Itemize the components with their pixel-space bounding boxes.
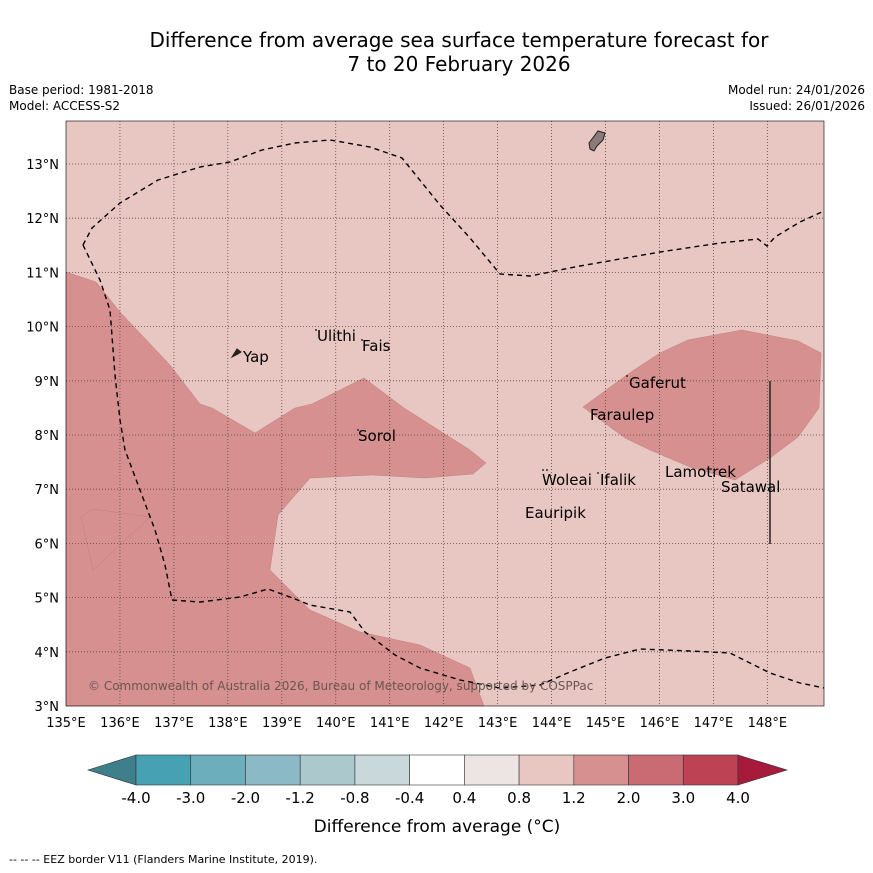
colorbar-segment bbox=[573, 754, 629, 786]
lat-tick-label: 7°N bbox=[35, 483, 60, 498]
lat-tick-label: 13°N bbox=[26, 158, 59, 173]
colorbar-tick: -0.8 bbox=[340, 789, 369, 807]
island-marker bbox=[542, 469, 544, 471]
colorbar bbox=[86, 754, 789, 786]
colorbar-segment bbox=[190, 754, 246, 786]
meta-left: Base period: 1981-2018 Model: ACCESS-S2 bbox=[9, 82, 154, 114]
lat-tick-label: 10°N bbox=[26, 321, 59, 336]
colorbar-segment bbox=[518, 754, 575, 786]
lon-tick-label: 143°E bbox=[478, 716, 518, 731]
lat-tick-label: 9°N bbox=[35, 375, 60, 390]
place-markers bbox=[315, 329, 628, 474]
lon-tick-label: 145°E bbox=[586, 716, 626, 731]
model-run: Model run: 24/01/2026 bbox=[727, 83, 865, 97]
place-labels: Ulithi Fais Yap Gaferut Faraulep Sorol Lamotre… bbox=[242, 327, 780, 522]
place-label-lamotrek: Lamotrek bbox=[665, 463, 736, 481]
colorbar-segment bbox=[245, 754, 301, 786]
colorbar-segment bbox=[682, 754, 739, 786]
sst-band-1.2-2.0-east bbox=[582, 329, 822, 481]
copyright-text: © Commonwealth of Australia 2026, Bureau… bbox=[88, 679, 593, 693]
title-line-1: Difference from average sea surface temp… bbox=[149, 28, 769, 52]
guam-island bbox=[588, 130, 606, 152]
colorbar-segment bbox=[299, 754, 356, 786]
lon-tick-label: 148°E bbox=[748, 716, 788, 731]
colorbar-tick: 2.0 bbox=[617, 789, 641, 807]
lat-tick-label: 6°N bbox=[35, 537, 60, 552]
longitude-tick-labels: 135°E 136°E 137°E 138°E 139°E 140°E 141°E 142°E… bbox=[46, 716, 787, 731]
place-label-sorol: Sorol bbox=[358, 427, 396, 445]
place-label-faraulep: Faraulep bbox=[590, 406, 654, 424]
place-label-ulithi: Ulithi bbox=[317, 327, 356, 345]
lat-tick-label: 11°N bbox=[26, 266, 59, 281]
chart-title: Difference from average sea surface temp… bbox=[0, 28, 873, 76]
colorbar-segment bbox=[354, 754, 410, 786]
eez-footnote: -- -- -- EEZ border V11 (Flanders Marine… bbox=[9, 853, 318, 866]
lon-tick-label: 142°E bbox=[424, 716, 464, 731]
island-marker bbox=[357, 429, 359, 431]
island-marker bbox=[546, 469, 548, 471]
colorbar-tick: -4.0 bbox=[121, 789, 150, 807]
colorbar-arrow-low bbox=[86, 754, 137, 786]
yap-island bbox=[230, 348, 242, 359]
latitude-tick-labels: 13°N 12°N 11°N 10°N 9°N 8°N 7°N 6°N 5°N 4°N 3°N bbox=[26, 158, 59, 715]
place-label-fais: Fais bbox=[362, 337, 391, 355]
colorbar-tick: 0.8 bbox=[507, 789, 531, 807]
colorbar-tick: -1.2 bbox=[286, 789, 315, 807]
grid-lines bbox=[66, 121, 824, 706]
colorbar-tick: 3.0 bbox=[671, 789, 695, 807]
base-period: Base period: 1981-2018 bbox=[9, 83, 154, 97]
colorbar-tick: -0.4 bbox=[395, 789, 424, 807]
lon-tick-label: 138°E bbox=[208, 716, 248, 731]
lat-tick-label: 5°N bbox=[35, 592, 60, 607]
issued-date: Issued: 26/01/2026 bbox=[749, 99, 865, 113]
colorbar-segment bbox=[628, 754, 684, 786]
place-label-ifalik: Ifalik bbox=[600, 471, 636, 489]
lon-tick-label: 140°E bbox=[316, 716, 356, 731]
lon-tick-label: 144°E bbox=[532, 716, 572, 731]
colorbar-segment bbox=[409, 754, 465, 786]
colorbar-segment bbox=[464, 754, 520, 786]
lon-tick-label: 136°E bbox=[100, 716, 140, 731]
map-frame bbox=[65, 120, 825, 707]
colorbar-tick: 1.2 bbox=[562, 789, 586, 807]
colorbar-arrow-high bbox=[737, 754, 789, 786]
colorbar-tick: -2.0 bbox=[231, 789, 260, 807]
island-marker bbox=[597, 472, 599, 474]
lon-tick-label: 146°E bbox=[640, 716, 680, 731]
eez-border bbox=[82, 139, 825, 689]
lat-tick-label: 12°N bbox=[26, 212, 59, 227]
island-marker bbox=[315, 329, 317, 331]
lon-tick-label: 137°E bbox=[154, 716, 194, 731]
colorbar-segment bbox=[135, 754, 192, 786]
lat-tick-label: 4°N bbox=[35, 646, 60, 661]
place-label-satawal: Satawal bbox=[721, 478, 780, 496]
lon-tick-label: 141°E bbox=[370, 716, 410, 731]
colorbar-tick: 4.0 bbox=[726, 789, 750, 807]
lon-tick-label: 147°E bbox=[694, 716, 734, 731]
map-area: Ulithi Fais Yap Gaferut Faraulep Sorol Lamotre… bbox=[65, 120, 825, 707]
model-name: Model: ACCESS-S2 bbox=[9, 99, 121, 113]
lon-tick-label: 139°E bbox=[262, 716, 302, 731]
colorbar-tick: -3.0 bbox=[176, 789, 205, 807]
island-marker bbox=[626, 375, 628, 377]
meta-right: Model run: 24/01/2026 Issued: 26/01/2026 bbox=[728, 82, 865, 114]
place-label-eauripik: Eauripik bbox=[525, 504, 586, 522]
colorbar-label: Difference from average (°C) bbox=[314, 817, 561, 837]
colorbar-tick-labels: -4.0 -3.0 -2.0 -1.2 -0.8 -0.4 0.4 0.8 1.2 2.0 3.0 4… bbox=[121, 789, 750, 807]
place-label-woleai: Woleai bbox=[542, 471, 592, 489]
place-label-yap: Yap bbox=[242, 348, 269, 366]
lon-tick-label: 135°E bbox=[46, 716, 86, 731]
title-line-2: 7 to 20 February 2026 bbox=[347, 52, 571, 76]
colorbar-tick: 0.4 bbox=[452, 789, 476, 807]
island-marker bbox=[361, 339, 363, 341]
lat-tick-label: 8°N bbox=[35, 429, 60, 444]
place-label-gaferut: Gaferut bbox=[629, 374, 686, 392]
lat-tick-label: 3°N bbox=[35, 700, 60, 715]
